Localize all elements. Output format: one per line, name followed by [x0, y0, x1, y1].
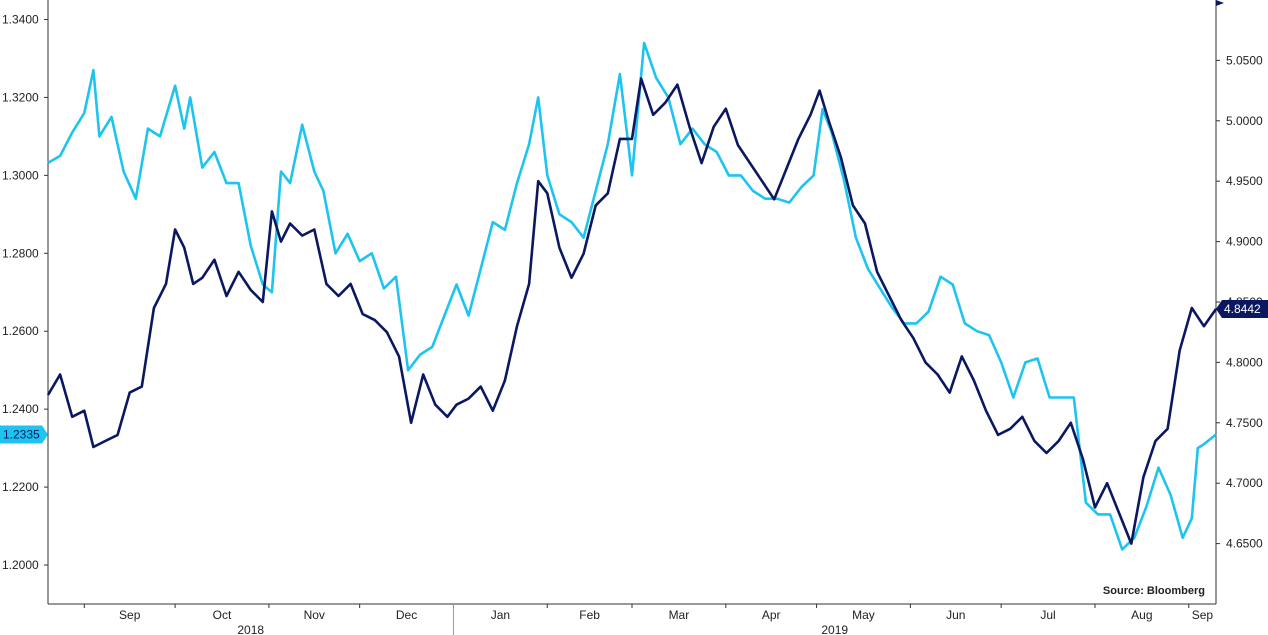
left-tick-label: 1.3000 [2, 168, 39, 182]
right-last-value-label: 4.8442 [1224, 302, 1261, 316]
right-tick-label: 5.0500 [1226, 53, 1263, 67]
left-tick-label: 1.2200 [2, 480, 39, 494]
month-label: Apr [762, 608, 781, 622]
left-last-value-tag [0, 425, 48, 444]
last-value-tags: 1.2335 4.8442 [0, 300, 1268, 444]
year-label: 2018 [237, 623, 264, 635]
year-label: 2019 [821, 623, 848, 635]
right-tick-label: 5.0000 [1226, 114, 1263, 128]
left-last-value-label: 1.2335 [3, 427, 40, 441]
month-label: Nov [304, 608, 325, 622]
left-tick-label: 1.3200 [2, 90, 39, 104]
right-tick-label: 4.9500 [1226, 174, 1263, 188]
left-tick-label: 1.2400 [2, 402, 39, 416]
source-label: Source: Bloomberg [1103, 585, 1205, 597]
left-tick-label: 1.2800 [2, 246, 39, 260]
month-label: Jun [946, 608, 965, 622]
month-label: Feb [579, 608, 600, 622]
right-axis-ticks: 4.65004.70004.75004.80004.85004.90004.95… [1216, 0, 1263, 551]
series-line-dark [46, 77, 1218, 545]
month-label: Mar [669, 608, 690, 622]
x-axis-ticks: Sep Oct Nov Dec Jan Feb Mar Apr May Jun Jul Aug Sep 2… [83, 604, 1214, 635]
month-label: Jan [491, 608, 510, 622]
month-label: Dec [396, 608, 417, 622]
left-tick-label: 1.3400 [2, 12, 39, 26]
month-label: Aug [1131, 608, 1152, 622]
left-tick-label: 1.2600 [2, 324, 39, 338]
left-tick-label: 1.2000 [2, 558, 39, 572]
month-label: Jul [1040, 608, 1055, 622]
month-label: Sep [1192, 608, 1214, 622]
right-tick-label: 4.7500 [1226, 416, 1263, 430]
month-label: Sep [119, 608, 141, 622]
series-line-light [47, 41, 1217, 551]
right-tick-label: 4.8000 [1226, 355, 1263, 369]
left-axis-ticks: 1.2000 1.2200 1.2400 1.2600 1.2800 1.3000 1.32… [2, 12, 48, 572]
month-label: May [852, 608, 875, 622]
series-layer [46, 41, 1218, 551]
right-axis-arrow-icon [1216, 0, 1224, 6]
month-label: Oct [213, 608, 232, 622]
right-tick-label: 4.9000 [1226, 235, 1263, 249]
right-tick-label: 4.7000 [1226, 476, 1263, 490]
right-tick-label: 4.6500 [1226, 537, 1263, 551]
right-last-value-tag [1216, 300, 1268, 319]
